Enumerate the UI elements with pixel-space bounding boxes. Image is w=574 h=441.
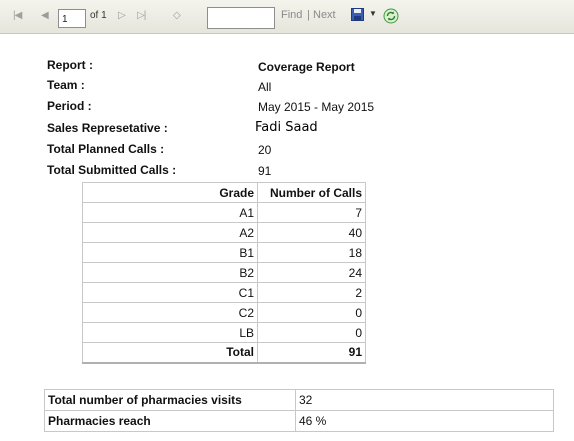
submitted-calls-value: 91	[258, 164, 271, 178]
pharmacy-visits-label: Total number of pharmacies visits	[45, 390, 296, 411]
report-value: Coverage Report	[258, 60, 355, 74]
next-page-icon[interactable]: ▷	[118, 10, 126, 21]
calls-header: Number of Calls	[258, 183, 366, 203]
previous-page-icon[interactable]: ◀	[41, 10, 49, 21]
grade-header: Grade	[83, 183, 258, 203]
planned-calls-label: Total Planned Calls :	[47, 142, 164, 156]
table-row: Pharmacies reach 46 %	[45, 411, 554, 432]
planned-calls-value: 20	[258, 143, 271, 157]
pharmacy-reach-label: Pharmacies reach	[45, 411, 296, 432]
grade-calls-table: Grade Number of Calls A1 7 A2 40 B1 18 B…	[82, 182, 366, 364]
grade-cell: B2	[83, 263, 258, 283]
calls-cell: 40	[258, 223, 366, 243]
period-value: May 2015 - May 2015	[258, 100, 374, 114]
grade-cell: C2	[83, 303, 258, 323]
find-link[interactable]: Find	[281, 9, 302, 21]
first-page-icon[interactable]: |◀	[13, 10, 21, 21]
sales-rep-label: Sales Represetative :	[47, 121, 168, 135]
find-separator: |	[307, 9, 310, 21]
calls-cell: 2	[258, 283, 366, 303]
export-dropdown-icon[interactable]: ▼	[369, 9, 377, 18]
pharmacies-table: Total number of pharmacies visits 32 Pha…	[44, 389, 554, 432]
table-header-row: Grade Number of Calls	[83, 183, 366, 203]
grade-cell: B1	[83, 243, 258, 263]
calls-cell: 0	[258, 323, 366, 343]
table-row: C1 2	[83, 283, 366, 303]
pharmacy-reach-value: 46 %	[296, 411, 554, 432]
grade-cell: A2	[83, 223, 258, 243]
grade-cell: C1	[83, 283, 258, 303]
calls-cell: 24	[258, 263, 366, 283]
submitted-calls-label: Total Submitted Calls :	[47, 163, 176, 177]
calls-cell: 7	[258, 203, 366, 223]
page-number-input[interactable]	[58, 9, 86, 28]
export-icon[interactable]	[351, 8, 364, 21]
find-input[interactable]	[207, 7, 275, 29]
pharmacy-visits-value: 32	[296, 390, 554, 411]
last-page-icon[interactable]: ▷|	[137, 10, 145, 21]
table-total-row: Total 91	[83, 343, 366, 363]
calls-cell: 18	[258, 243, 366, 263]
table-row: C2 0	[83, 303, 366, 323]
team-value: All	[258, 80, 271, 94]
sales-rep-value: Fadi Saad	[250, 118, 346, 137]
grade-cell: LB	[83, 323, 258, 343]
period-label: Period :	[47, 99, 92, 113]
report-toolbar: |◀ ◀ of 1 ▷ ▷| ◇ Find | Next ▼	[0, 0, 574, 34]
grade-cell: A1	[83, 203, 258, 223]
total-value: 91	[258, 343, 366, 363]
table-row: A2 40	[83, 223, 366, 243]
table-row: B2 24	[83, 263, 366, 283]
table-row: LB 0	[83, 323, 366, 343]
calls-cell: 0	[258, 303, 366, 323]
team-label: Team :	[47, 78, 85, 92]
table-row: A1 7	[83, 203, 366, 223]
table-row: Total number of pharmacies visits 32	[45, 390, 554, 411]
total-label: Total	[83, 343, 258, 363]
table-row: B1 18	[83, 243, 366, 263]
page-count-label: of 1	[90, 10, 107, 21]
back-icon[interactable]: ◇	[173, 10, 181, 21]
refresh-icon[interactable]	[383, 8, 399, 24]
report-label: Report :	[47, 58, 93, 72]
next-link[interactable]: Next	[313, 9, 336, 21]
